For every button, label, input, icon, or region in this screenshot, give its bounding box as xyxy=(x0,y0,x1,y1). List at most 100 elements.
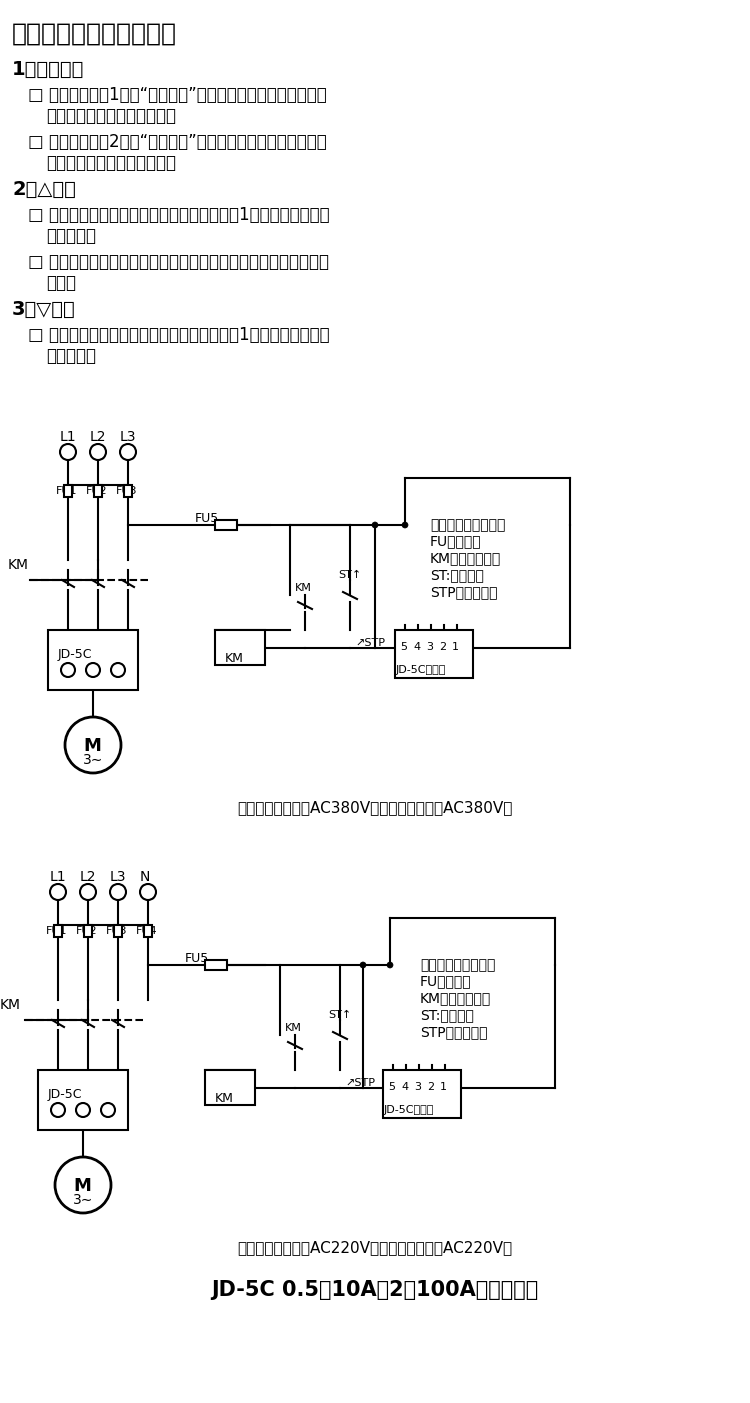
Bar xyxy=(215,521,237,530)
Text: L3: L3 xyxy=(120,429,136,443)
Text: JD-5C 0.5～10A、2～100A实物接线图: JD-5C 0.5～10A、2～100A实物接线图 xyxy=(211,1280,538,1301)
Text: STP：停止按鈕: STP：停止按鈕 xyxy=(420,1026,488,1040)
Text: 1、设定键：: 1、设定键： xyxy=(12,60,84,79)
Text: FU3: FU3 xyxy=(106,926,128,936)
Text: JD-5C: JD-5C xyxy=(58,648,92,661)
Bar xyxy=(114,925,122,937)
Circle shape xyxy=(90,443,106,460)
Text: FU2: FU2 xyxy=(76,926,98,936)
Text: L2: L2 xyxy=(80,870,97,884)
Circle shape xyxy=(55,1157,111,1214)
Text: ST↑: ST↑ xyxy=(328,1010,351,1020)
Bar xyxy=(124,485,132,497)
Text: FU1: FU1 xyxy=(46,926,68,936)
Text: 1: 1 xyxy=(452,643,459,652)
Text: 3: 3 xyxy=(414,1082,421,1092)
Text: 快速减小；: 快速减小； xyxy=(46,347,96,365)
Circle shape xyxy=(76,1103,90,1117)
Text: □ 按《设定》键1次，“电流设定”指示灯亮，数码管显示设定电: □ 按《设定》键1次，“电流设定”指示灯亮，数码管显示设定电 xyxy=(28,86,327,104)
Text: L2: L2 xyxy=(90,429,106,443)
Text: 3∼: 3∼ xyxy=(73,1193,93,1207)
Text: ↗STP: ↗STP xyxy=(345,1078,375,1087)
Text: ST↑: ST↑ xyxy=(338,570,362,579)
Text: 三、按键说明与操作方法: 三、按键说明与操作方法 xyxy=(12,22,177,46)
Text: FU5: FU5 xyxy=(195,512,219,525)
Text: 2: 2 xyxy=(427,1082,434,1092)
Bar xyxy=(383,1070,461,1118)
Text: 时値，并闪烁，数値可修改；: 时値，并闪烁，数値可修改； xyxy=(46,154,176,173)
Bar xyxy=(205,960,227,969)
Text: FU：燕断器: FU：燕断器 xyxy=(430,535,482,549)
Text: FU3: FU3 xyxy=(116,485,137,497)
Bar xyxy=(64,485,72,497)
Text: JD-5C保护器: JD-5C保护器 xyxy=(396,665,446,675)
Text: FU1: FU1 xyxy=(56,485,77,497)
Text: 4: 4 xyxy=(413,643,420,652)
Text: L1: L1 xyxy=(50,870,67,884)
Text: 流値，并闪烁，数値可修改；: 流値，并闪烁，数値可修改； xyxy=(46,107,176,125)
Text: STP：停止按鈕: STP：停止按鈕 xyxy=(430,585,497,599)
Text: M: M xyxy=(73,1177,91,1195)
Text: 1: 1 xyxy=(440,1082,447,1092)
Text: L1: L1 xyxy=(60,429,76,443)
Text: □ 过载故障或断相故障界面：按此键清除故障信息，并恢复至待机: □ 过载故障或断相故障界面：按此键清除故障信息，并恢复至待机 xyxy=(28,253,329,271)
Circle shape xyxy=(372,522,378,528)
Text: □ 按《设定》键2次，“延时设定”指示灯亮，数码管显示设定延: □ 按《设定》键2次，“延时设定”指示灯亮，数码管显示设定延 xyxy=(28,133,327,152)
Text: ↗STP: ↗STP xyxy=(355,638,385,648)
Text: 3、▽键：: 3、▽键： xyxy=(12,300,76,318)
Text: FU5: FU5 xyxy=(185,953,209,965)
Text: KM：交流接触器: KM：交流接触器 xyxy=(420,991,491,1005)
Circle shape xyxy=(65,717,121,773)
Text: JD-5C: JD-5C xyxy=(48,1087,82,1101)
Text: N: N xyxy=(140,870,150,884)
Bar xyxy=(205,1070,255,1106)
Text: 5: 5 xyxy=(388,1082,395,1092)
Circle shape xyxy=(101,1103,115,1117)
Text: FU：燕断器: FU：燕断器 xyxy=(420,974,472,988)
Text: 状态；: 状态； xyxy=(46,274,76,292)
Text: M: M xyxy=(83,737,100,755)
Circle shape xyxy=(402,522,408,528)
Text: FU4: FU4 xyxy=(136,926,158,936)
Text: KM：交流接触器: KM：交流接触器 xyxy=(430,551,501,565)
Text: KM: KM xyxy=(8,558,29,572)
Text: 快速增加；: 快速增加； xyxy=(46,227,96,246)
Bar xyxy=(48,630,138,690)
Circle shape xyxy=(387,962,393,968)
Text: ST:启动按鈕: ST:启动按鈕 xyxy=(430,568,484,582)
Text: KM: KM xyxy=(0,998,21,1012)
Circle shape xyxy=(61,664,75,678)
Circle shape xyxy=(60,443,76,460)
Bar xyxy=(38,1070,128,1129)
Circle shape xyxy=(140,884,156,899)
Circle shape xyxy=(51,1103,65,1117)
Circle shape xyxy=(86,664,100,678)
Circle shape xyxy=(111,664,125,678)
Text: 5: 5 xyxy=(400,643,407,652)
Circle shape xyxy=(110,884,126,899)
Text: KM: KM xyxy=(295,584,312,593)
Text: ST:启动按鈕: ST:启动按鈕 xyxy=(420,1007,474,1021)
Circle shape xyxy=(120,443,136,460)
Text: 4: 4 xyxy=(401,1082,408,1092)
Bar xyxy=(215,630,265,665)
Bar xyxy=(395,630,473,678)
Bar xyxy=(94,485,102,497)
Text: 保护器工作电压为AC380V；控制电路电压为AC380V。: 保护器工作电压为AC380V；控制电路电压为AC380V。 xyxy=(237,800,513,815)
Text: L3: L3 xyxy=(110,870,127,884)
Circle shape xyxy=(360,962,366,968)
Text: 应用电路举例说明：: 应用电路举例说明： xyxy=(420,958,495,972)
Text: 2: 2 xyxy=(439,643,446,652)
Text: JD-5C保护器: JD-5C保护器 xyxy=(384,1106,434,1115)
Text: FU2: FU2 xyxy=(86,485,108,497)
Text: 2、△键：: 2、△键： xyxy=(12,180,76,199)
Text: KM: KM xyxy=(285,1023,302,1033)
Bar xyxy=(84,925,92,937)
Bar xyxy=(54,925,62,937)
Bar xyxy=(144,925,152,937)
Text: 保护器工作电压为AC220V；控制电路电压为AC220V。: 保护器工作电压为AC220V；控制电路电压为AC220V。 xyxy=(238,1240,512,1256)
Text: □ 电流设定或延时设定界面：按此键参数値减1，常按此键参数値: □ 电流设定或延时设定界面：按此键参数値减1，常按此键参数値 xyxy=(28,325,330,344)
Text: □ 电流设定或延时设定界面：按此键参数値加1，常按此键参数値: □ 电流设定或延时设定界面：按此键参数値加1，常按此键参数値 xyxy=(28,206,330,224)
Text: KM: KM xyxy=(215,1092,234,1106)
Circle shape xyxy=(50,884,66,899)
